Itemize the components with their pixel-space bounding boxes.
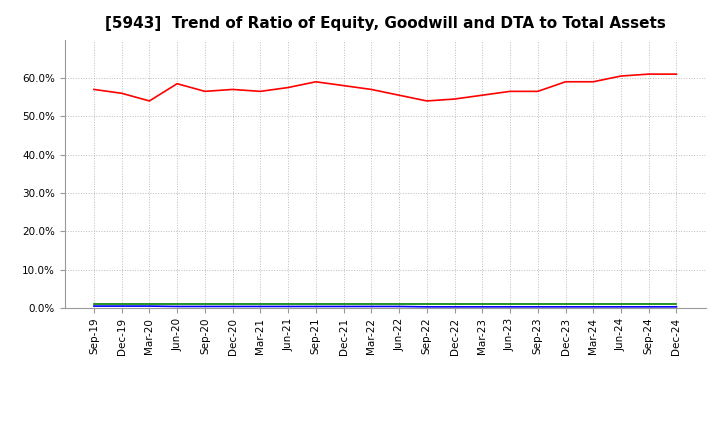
Deferred Tax Assets: [561, 301, 570, 307]
Deferred Tax Assets: [173, 301, 181, 307]
Goodwill: [339, 304, 348, 309]
Title: [5943]  Trend of Ratio of Equity, Goodwill and DTA to Total Assets: [5943] Trend of Ratio of Equity, Goodwil…: [105, 16, 665, 32]
Deferred Tax Assets: [478, 301, 487, 307]
Deferred Tax Assets: [117, 301, 126, 307]
Goodwill: [450, 304, 459, 309]
Goodwill: [561, 304, 570, 309]
Goodwill: [256, 304, 265, 309]
Goodwill: [89, 304, 98, 309]
Deferred Tax Assets: [256, 301, 265, 307]
Goodwill: [145, 304, 154, 309]
Goodwill: [284, 304, 292, 309]
Deferred Tax Assets: [672, 301, 681, 307]
Goodwill: [173, 304, 181, 309]
Deferred Tax Assets: [339, 301, 348, 307]
Goodwill: [589, 304, 598, 309]
Deferred Tax Assets: [534, 301, 542, 307]
Deferred Tax Assets: [201, 301, 210, 307]
Deferred Tax Assets: [644, 301, 653, 307]
Equity: [339, 83, 348, 88]
Deferred Tax Assets: [616, 301, 625, 307]
Deferred Tax Assets: [423, 301, 431, 307]
Equity: [672, 71, 681, 77]
Equity: [644, 71, 653, 77]
Equity: [312, 79, 320, 84]
Goodwill: [367, 304, 376, 309]
Goodwill: [312, 304, 320, 309]
Equity: [201, 89, 210, 94]
Deferred Tax Assets: [89, 301, 98, 307]
Goodwill: [644, 304, 653, 309]
Deferred Tax Assets: [312, 301, 320, 307]
Goodwill: [478, 304, 487, 309]
Goodwill: [616, 304, 625, 309]
Deferred Tax Assets: [145, 301, 154, 307]
Equity: [89, 87, 98, 92]
Goodwill: [505, 304, 514, 309]
Equity: [145, 98, 154, 103]
Equity: [284, 85, 292, 90]
Equity: [367, 87, 376, 92]
Equity: [395, 92, 403, 98]
Equity: [616, 73, 625, 79]
Equity: [173, 81, 181, 86]
Equity: [228, 87, 237, 92]
Line: Goodwill: Goodwill: [94, 306, 677, 307]
Deferred Tax Assets: [589, 301, 598, 307]
Deferred Tax Assets: [505, 301, 514, 307]
Goodwill: [117, 304, 126, 309]
Goodwill: [201, 304, 210, 309]
Deferred Tax Assets: [450, 301, 459, 307]
Equity: [478, 92, 487, 98]
Goodwill: [228, 304, 237, 309]
Deferred Tax Assets: [228, 301, 237, 307]
Equity: [450, 96, 459, 102]
Equity: [534, 89, 542, 94]
Line: Equity: Equity: [94, 74, 677, 101]
Deferred Tax Assets: [284, 301, 292, 307]
Equity: [117, 91, 126, 96]
Equity: [256, 89, 265, 94]
Goodwill: [423, 304, 431, 309]
Goodwill: [534, 304, 542, 309]
Goodwill: [672, 304, 681, 309]
Equity: [589, 79, 598, 84]
Deferred Tax Assets: [367, 301, 376, 307]
Equity: [505, 89, 514, 94]
Goodwill: [395, 304, 403, 309]
Equity: [423, 98, 431, 103]
Equity: [561, 79, 570, 84]
Deferred Tax Assets: [395, 301, 403, 307]
